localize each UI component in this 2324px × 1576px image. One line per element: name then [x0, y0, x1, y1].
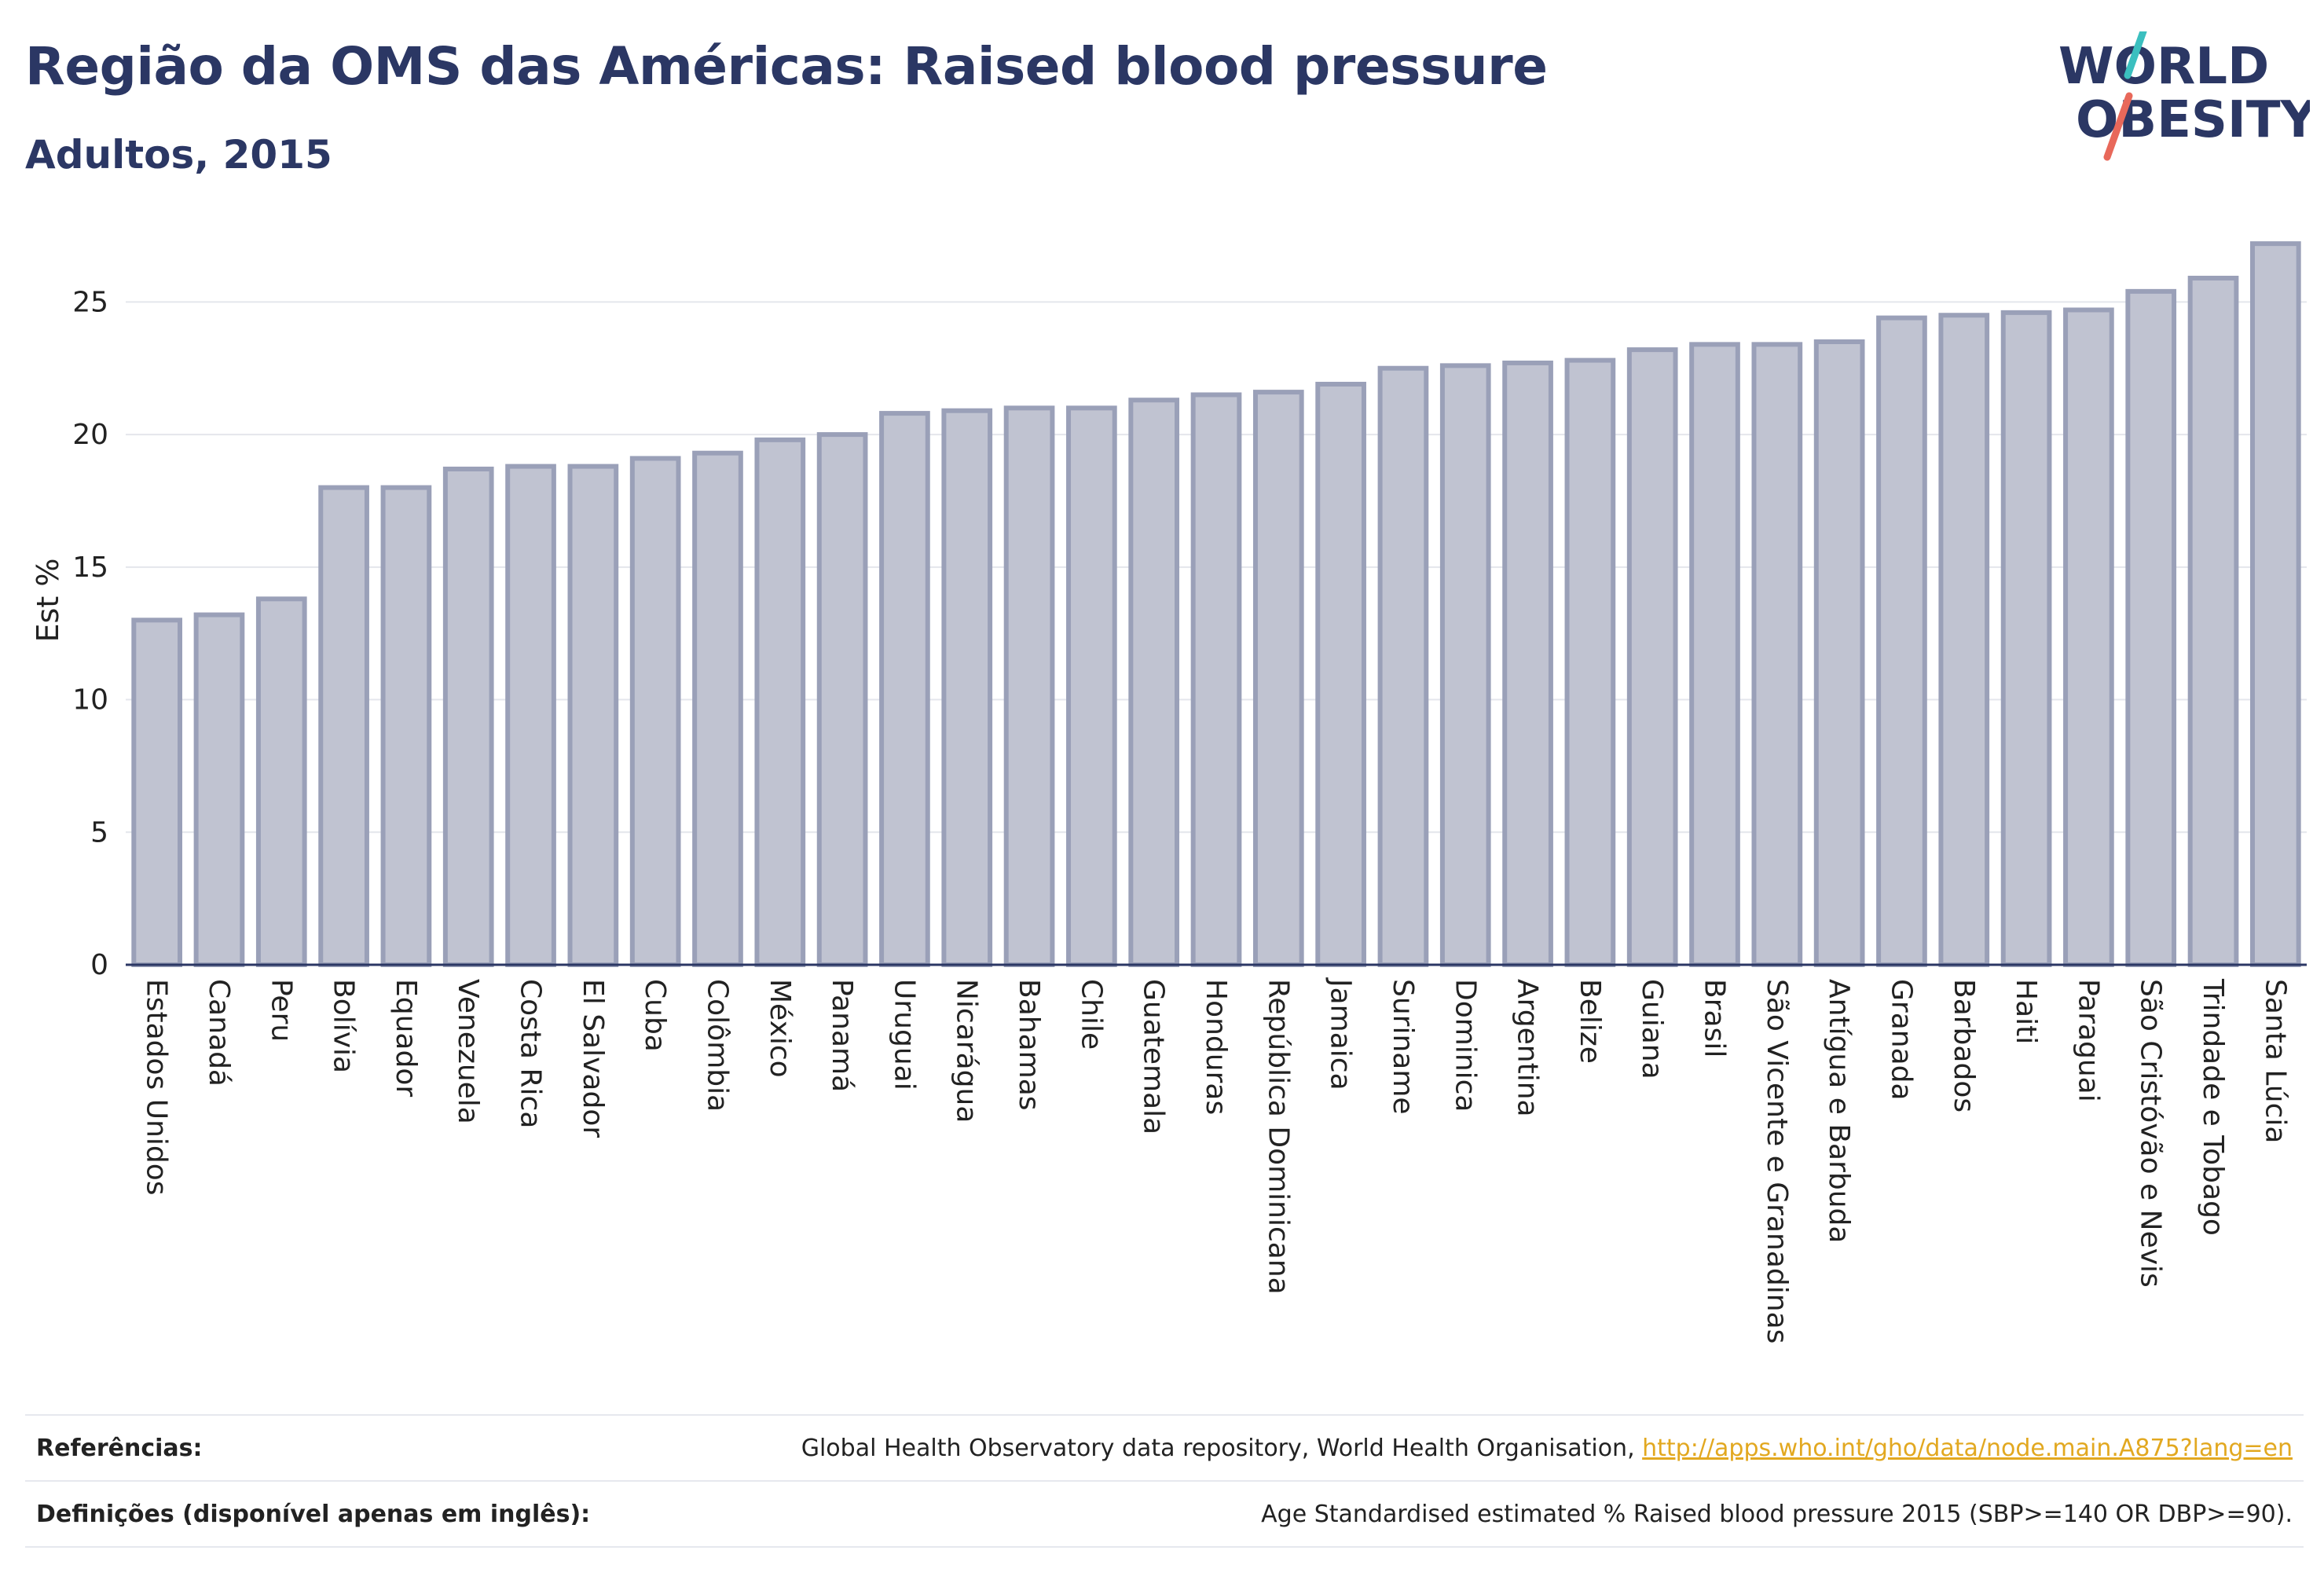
y-axis-label: Est %: [31, 559, 65, 643]
bar: [1128, 398, 1180, 968]
x-tick-label: República Dominicana: [1262, 979, 1294, 1295]
x-tick-label: Guiana: [1636, 979, 1668, 1079]
bar: [1938, 313, 1990, 967]
y-tick-label: 5: [90, 816, 108, 848]
y-tick-label: 15: [72, 552, 108, 584]
x-tick-label: Peru: [265, 979, 297, 1042]
bar: [816, 432, 868, 967]
x-tick-label: Nicarágua: [951, 979, 983, 1123]
bar: [1502, 360, 1553, 967]
y-tick-label: 20: [72, 419, 108, 451]
logo-slash-coral: [2103, 92, 2133, 161]
x-tick-label: Honduras: [1200, 979, 1232, 1115]
bar: [1564, 357, 1616, 967]
x-tick-label: Colômbia: [701, 979, 733, 1112]
bar: [2125, 288, 2177, 967]
x-tick-label: Haiti: [2010, 979, 2042, 1044]
bar: [1876, 315, 1927, 967]
bar: [2187, 275, 2239, 967]
bar-chart: 0 5 10 15 20 25 Est % Estados Unidos Canadá Peru B…: [31, 241, 2307, 1343]
x-tick-label: Equador: [390, 979, 422, 1097]
chart-title: Região da OMS das Américas: Raised blood…: [25, 36, 1548, 97]
bar: [1626, 347, 1678, 967]
x-tick-label: Brasil: [1699, 979, 1731, 1057]
bar: [193, 612, 245, 967]
x-tick-label: Antígua e Barbuda: [1823, 979, 1855, 1243]
definitions-row: Definições (disponível apenas em inglês)…: [25, 1480, 2304, 1548]
x-tick-label: Belize: [1574, 979, 1606, 1064]
x-tick-label: Santa Lúcia: [2259, 979, 2291, 1143]
x-tick-label: Dominica: [1449, 979, 1481, 1112]
definitions-label: Definições (disponível apenas em inglês)…: [36, 1500, 591, 1528]
bar: [505, 464, 556, 967]
x-tick-label: São Vicente e Granadinas: [1761, 979, 1793, 1343]
x-tick-label: Panamá: [826, 979, 858, 1092]
bar: [754, 437, 806, 967]
world-obesity-logo: WORLD OBESITY: [2058, 31, 2310, 161]
bar: [941, 408, 993, 967]
bar: [1751, 342, 1803, 967]
x-tick-label: Suriname: [1387, 979, 1419, 1115]
definitions-text: Age Standardised estimated % Raised bloo…: [1261, 1500, 2293, 1528]
x-tick-label: Venezuela: [452, 979, 484, 1124]
x-tick-label: Uruguai: [888, 979, 920, 1090]
x-tick-label: Jamaica: [1325, 977, 1357, 1090]
bar: [1689, 342, 1740, 967]
bar: [1066, 405, 1117, 967]
x-tick-label: El Salvador: [577, 979, 609, 1138]
bar: [1315, 381, 1366, 967]
bar: [255, 596, 307, 968]
x-tick-label: São Cristóvão e Nevis: [2135, 979, 2167, 1288]
footer: Referências: Global Health Observatory d…: [25, 1414, 2304, 1548]
bar: [2063, 307, 2114, 968]
x-tick-label: Bolívia: [328, 979, 360, 1073]
x-tick-label: Cuba: [639, 979, 671, 1052]
x-tick-label: Guatemala: [1138, 979, 1170, 1134]
bar: [1813, 339, 1865, 967]
x-tick-label: Paraguai: [2072, 979, 2104, 1102]
x-tick-label: Estados Unidos: [141, 979, 173, 1196]
bar: [442, 466, 494, 967]
bar: [567, 464, 619, 967]
bar: [2249, 241, 2301, 967]
y-tick-label: 10: [72, 684, 108, 717]
x-tick-label: Bahamas: [1013, 979, 1045, 1111]
x-tick-label: Granada: [1885, 979, 1917, 1101]
references-text: Global Health Observatory data repositor…: [801, 1434, 1643, 1462]
x-tick-label: Trindade e Tobago: [2197, 978, 2229, 1236]
references-row: Referências: Global Health Observatory d…: [25, 1414, 2304, 1480]
bar: [629, 456, 681, 967]
x-tick-label: Chile: [1075, 979, 1107, 1050]
references-link[interactable]: http://apps.who.int/gho/data/node.main.A…: [1642, 1434, 2293, 1462]
logo-slash-teal: [2124, 31, 2147, 79]
x-tick-label: Barbados: [1948, 979, 1980, 1112]
x-tick-label: Canadá: [203, 979, 235, 1087]
logo-line-1: WORLD: [2058, 38, 2269, 96]
bar: [692, 450, 743, 967]
y-tick-label: 25: [72, 286, 108, 318]
references-label: Referências:: [36, 1434, 203, 1462]
bar: [1377, 365, 1429, 967]
x-tick-label: Costa Rica: [515, 979, 547, 1128]
y-tick-label: 0: [90, 949, 108, 981]
chart-subtitle: Adultos, 2015: [25, 132, 332, 178]
x-tick-label: Argentina: [1512, 979, 1544, 1117]
bar: [1003, 405, 1055, 967]
x-tick-label: México: [764, 979, 796, 1078]
bar: [879, 411, 930, 967]
bar: [1252, 390, 1304, 967]
bar: [380, 485, 432, 967]
bar: [1190, 392, 1242, 967]
bar: [318, 485, 369, 967]
references-value: Global Health Observatory data repositor…: [801, 1435, 2304, 1462]
bar: [131, 618, 183, 967]
bar: [1439, 363, 1491, 967]
bar: [2000, 310, 2052, 967]
